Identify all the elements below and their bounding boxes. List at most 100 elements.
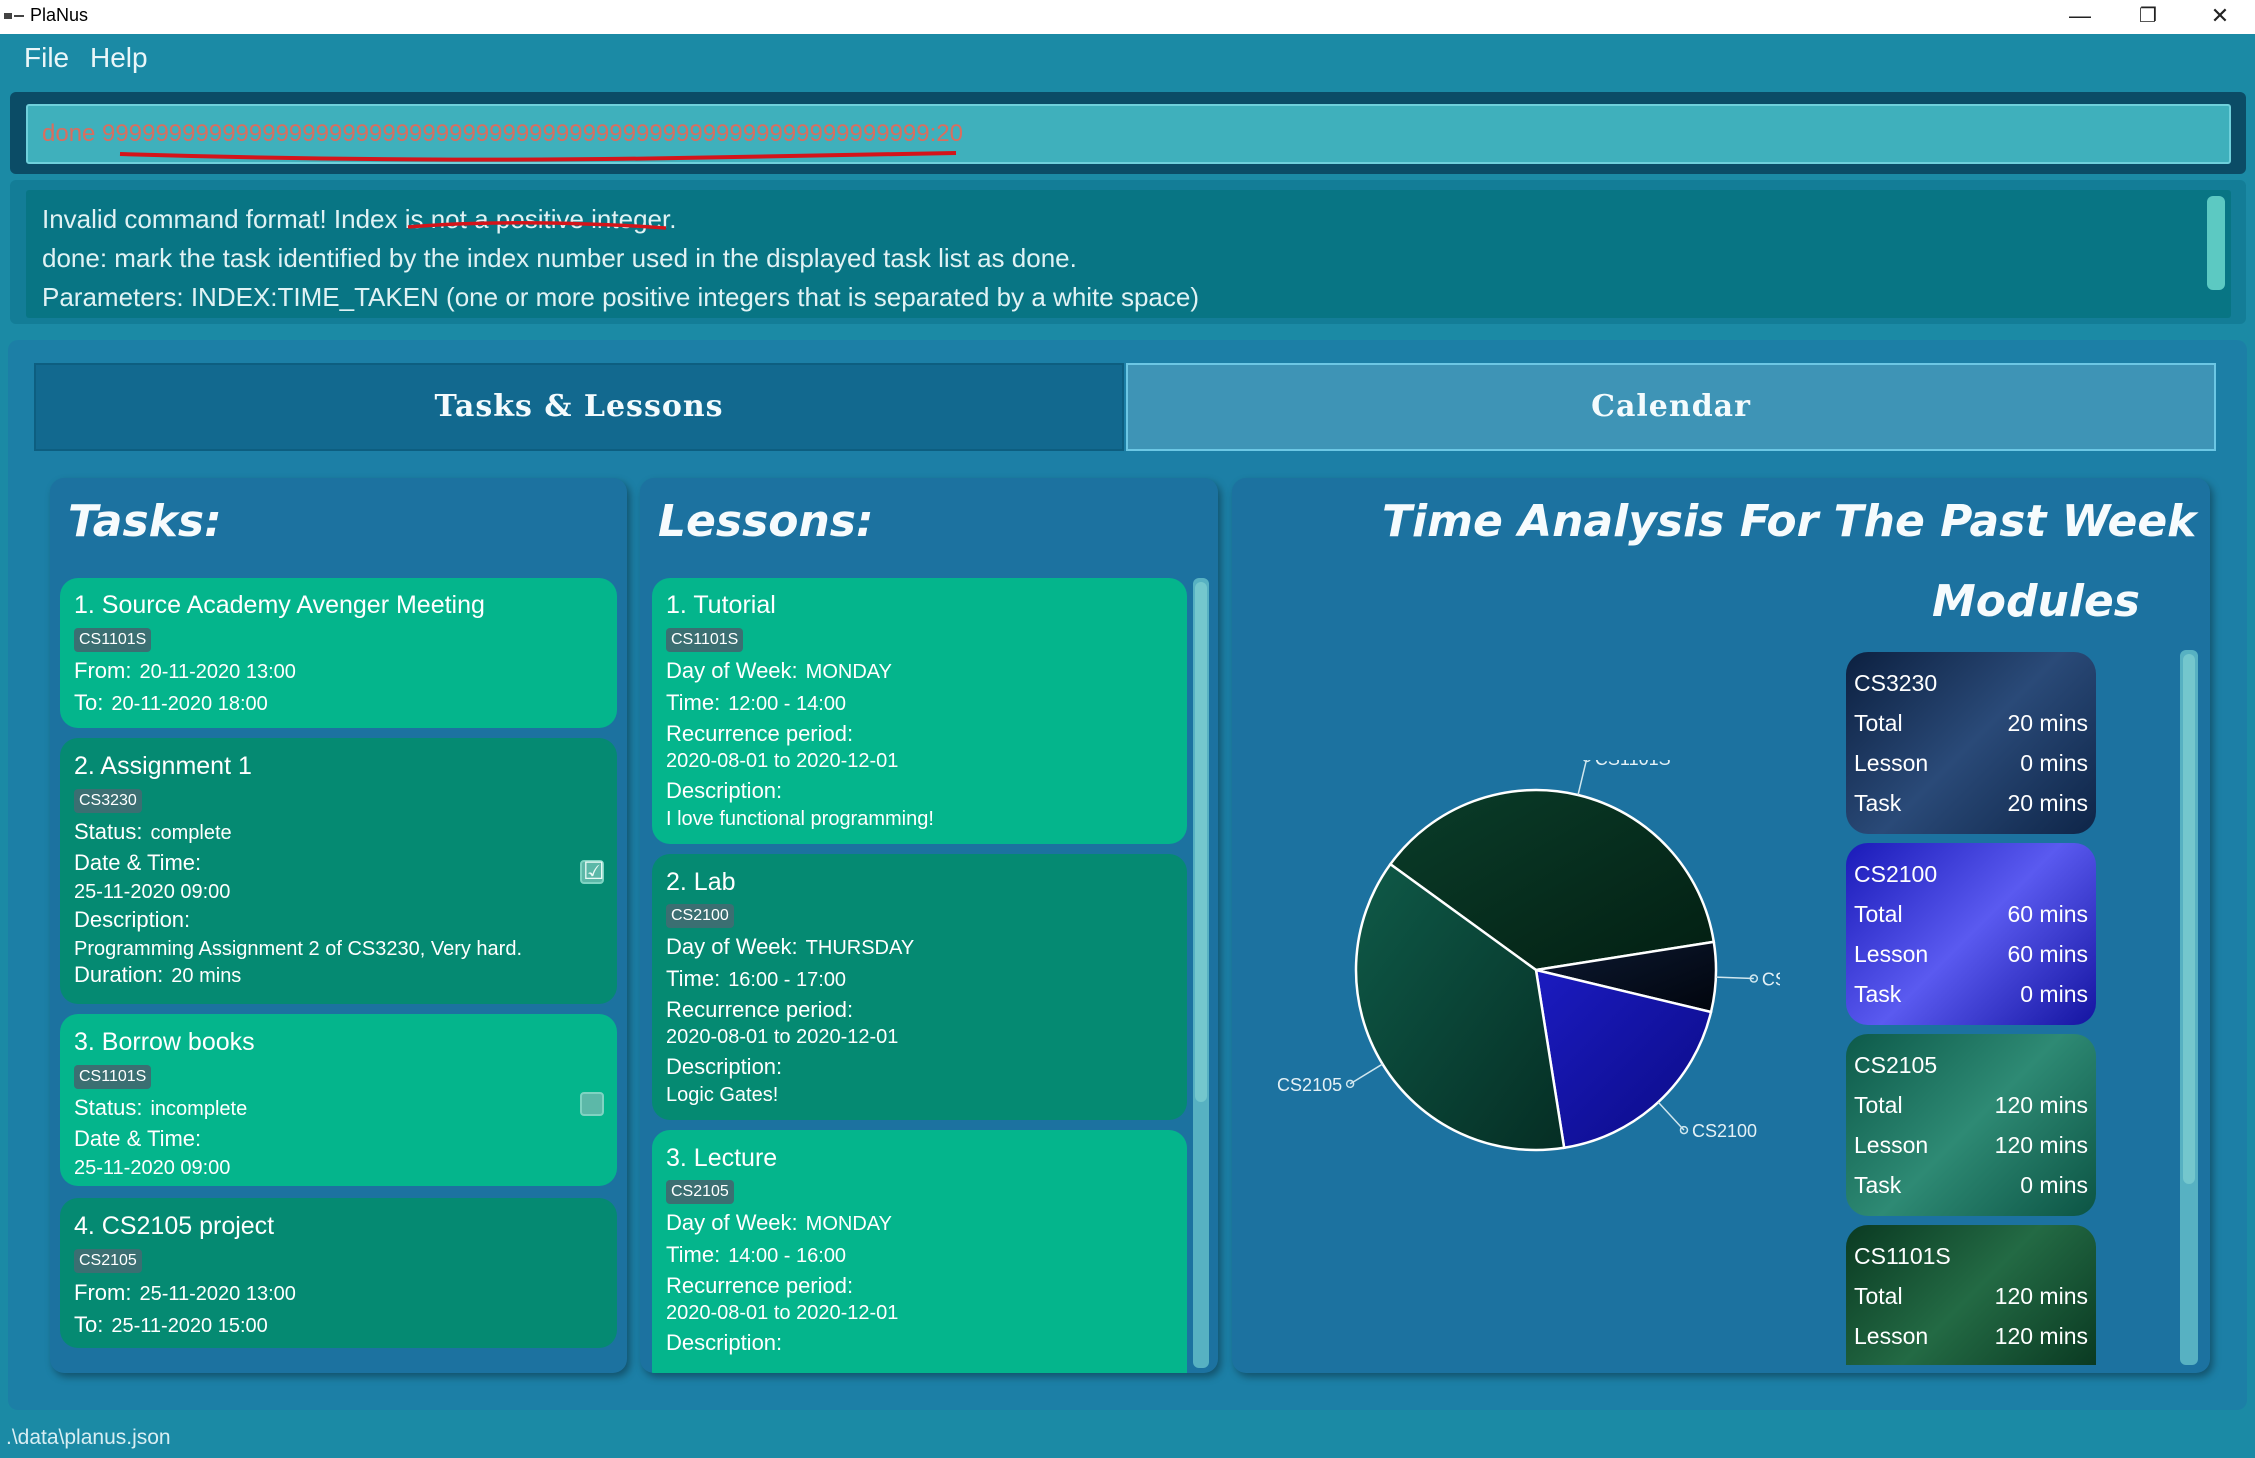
module-tag: CS2105 [74,1249,142,1273]
from-label: From: [74,658,132,683]
recurrence-value: 2020-08-01 to 2020-12-01 [666,1302,899,1324]
status-value: complete [150,822,232,844]
restore-button[interactable]: ❐ [2139,5,2157,27]
module-tag: CS2105 [666,1180,734,1204]
task-label: Task [1854,790,1902,816]
modules-scrollbar[interactable] [2180,650,2198,1365]
result-scrollbar[interactable] [2207,196,2225,290]
modules-scrollbar-thumb[interactable] [2183,654,2195,1184]
pie-label-line [1577,760,1588,796]
status-bar [0,1418,2255,1458]
to-value: 25-11-2020 15:00 [111,1315,268,1337]
description-label: Description: [666,778,783,803]
total-label: Total [1854,901,1903,927]
from-value: 20-11-2020 13:00 [139,661,296,683]
minimize-button[interactable]: — [2069,3,2091,28]
pie-label-cs1101s: CS1101S [1595,760,1671,769]
module-card[interactable]: CS2105 Total 120 mins Lesson 120 mins Ta… [1846,1034,2096,1216]
pie-slice-cs2105 [1354,862,1566,1152]
task-title: 4. CS2105 project [74,1212,275,1240]
task-title: 2. Assignment 1 [74,752,252,780]
module-tag: CS1101S [74,1065,152,1089]
description-label: Description: [666,1054,783,1079]
total-label: Total [1854,710,1903,736]
recurrence-label: Recurrence period: [666,721,854,746]
tab-tasks-lessons[interactable]: Tasks & Lessons [34,363,1124,451]
task-value: 20 mins [2007,790,2088,816]
task-value: 0 mins [2020,1172,2088,1198]
pie-label-dot [1679,1125,1689,1135]
module-name: CS2105 [1854,1052,1938,1078]
module-tag: CS1101S [74,628,152,652]
done-checkbox[interactable]: ☑ [580,858,605,885]
lesson-value: 120 mins [1994,1323,2088,1349]
total-value: 120 mins [1994,1283,2088,1309]
status-label: Status: [74,819,143,844]
time-value: 14:00 - 16:00 [728,1245,847,1267]
duration-label: Duration: [74,962,164,987]
module-card[interactable]: CS1101S Total 120 mins Lesson 120 mins [1846,1225,2096,1365]
to-value: 20-11-2020 18:00 [111,693,268,715]
day-value: THURSDAY [805,937,915,959]
lesson-card[interactable]: 3. Lecture CS2105 Day of Week: MONDAY Tim… [652,1130,1187,1373]
description-label: Description: [666,1330,783,1355]
pie-label-dot [1749,974,1759,983]
total-value: 60 mins [2007,901,2088,927]
recurrence-label: Recurrence period: [666,1273,854,1298]
total-label: Total [1854,1283,1903,1309]
menu-file[interactable]: File [24,42,70,73]
datetime-label: Date & Time: [74,1126,202,1151]
tasks-panel: Tasks: 1. Source Academy Avenger Meeting… [50,478,627,1373]
analysis-title: Time Analysis For The Past Week [1382,496,2197,547]
datetime-label: Date & Time: [74,850,202,875]
lesson-card[interactable]: 2. Lab CS2100 Day of Week: THURSDAY Time:… [652,854,1187,1120]
pie-slice-cs2100 [1534,968,1713,1150]
red-underline-annotation [119,151,957,162]
lesson-value: 120 mins [1994,1132,2088,1158]
recurrence-value: 2020-08-01 to 2020-12-01 [666,1026,899,1048]
description-value: I love functional programming! [666,808,934,830]
pie-label-line [1349,1063,1383,1085]
command-input[interactable] [26,104,2231,164]
task-card[interactable]: 1. Source Academy Avenger Meeting CS1101… [60,578,617,728]
lesson-label: Lesson [1854,941,1929,967]
task-card[interactable]: 4. CS2105 project CS2105 From: 25-11-2020… [60,1198,617,1348]
day-label: Day of Week: [666,658,798,683]
menu-help[interactable]: Help [90,42,148,73]
task-card[interactable]: 3. Borrow books CS1101S Status: incomplet… [60,1014,617,1186]
recurrence-label: Recurrence period: [666,997,854,1022]
lessons-scrollbar-thumb[interactable] [1195,582,1207,1102]
menu-bar: File Help [0,34,2255,88]
time-pie-chart: CS1101S CS3230 CS2100 CS2105 [1277,760,1780,1152]
module-name: CS3230 [1854,670,1938,696]
time-label: Time: [666,1242,721,1267]
pie-slice-cs1101s [1388,788,1716,972]
task-title: 1. Source Academy Avenger Meeting [74,591,485,619]
command-input-text: done 99999999999999999999999999999999999… [42,120,963,147]
status-label: Status: [74,1095,143,1120]
pie-label-line [1715,976,1754,980]
module-card[interactable]: CS2100 Total 60 mins Lesson 60 mins Task… [1846,843,2096,1025]
close-button[interactable]: ✕ [2210,3,2230,28]
module-card[interactable]: CS3230 Total 20 mins Lesson 0 mins Task … [1846,652,2096,834]
result-display [26,190,2231,318]
lessons-scrollbar[interactable] [1193,578,1209,1368]
lesson-title: 2. Lab [666,868,736,896]
pie-label-cs2105: CS2105 [1277,1075,1342,1095]
lesson-title: 1. Tutorial [666,591,776,619]
lesson-card[interactable]: 1. Tutorial CS1101S Day of Week: MONDAY T… [652,578,1187,844]
app-icon [4,11,26,23]
lesson-value: 60 mins [2007,941,2088,967]
lesson-value: 0 mins [2020,750,2088,776]
title-bar: PlaNus — ❐ ✕ [0,0,2255,34]
task-card[interactable]: 2. Assignment 1 CS3230 Status: complete D… [60,738,617,1004]
tab-calendar[interactable]: Calendar [1126,363,2216,451]
done-checkbox[interactable] [580,1092,604,1116]
total-value: 120 mins [1994,1092,2088,1118]
task-value: 0 mins [2020,981,2088,1007]
time-label: Time: [666,690,721,715]
module-tag: CS3230 [74,789,142,813]
day-label: Day of Week: [666,934,798,959]
lessons-panel: Lessons: 1. Tutorial CS1101S Day of Week… [640,478,1218,1373]
pie-label-cs3230: CS3230 [1762,970,1780,990]
